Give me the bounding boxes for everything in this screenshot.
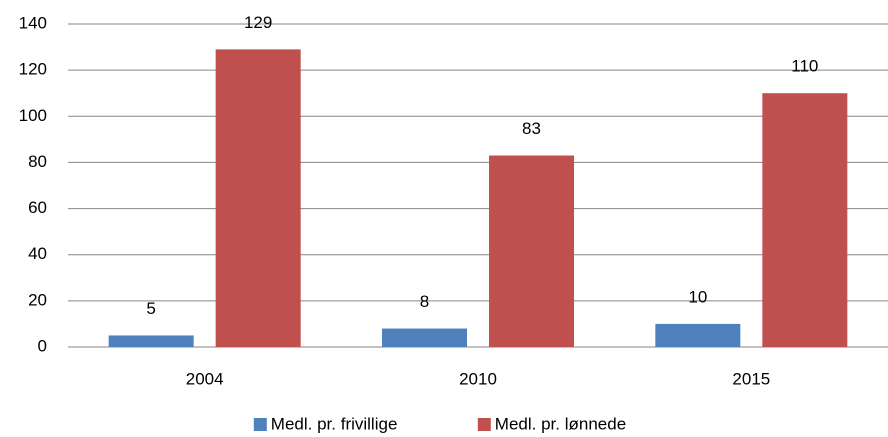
bar — [762, 93, 848, 347]
legend-label: Medl. pr. frivillige — [271, 414, 398, 433]
data-label: 129 — [244, 13, 272, 32]
bar — [655, 323, 741, 347]
x-tick-label: 2010 — [459, 369, 497, 388]
y-tick-label: 20 — [28, 290, 47, 309]
legend-label: Medl. pr. lønnede — [495, 414, 626, 433]
data-label: 83 — [522, 119, 541, 138]
data-label: 8 — [420, 292, 429, 311]
data-label: 10 — [688, 287, 707, 306]
bar — [108, 335, 194, 347]
y-tick-label: 80 — [28, 152, 47, 171]
bar — [489, 155, 574, 347]
bar — [215, 49, 301, 347]
y-tick-label: 0 — [38, 336, 47, 355]
x-tick-label: 2015 — [732, 369, 770, 388]
legend-swatch — [253, 418, 267, 431]
y-tick-label: 40 — [28, 244, 47, 263]
y-tick-label: 60 — [28, 198, 47, 217]
y-tick-label: 140 — [19, 13, 47, 32]
data-label: 110 — [791, 57, 818, 76]
y-tick-label: 100 — [19, 106, 47, 125]
legend-swatch — [477, 418, 491, 431]
x-tick-label: 2004 — [186, 369, 224, 388]
bar — [382, 328, 467, 347]
y-tick-label: 120 — [19, 60, 47, 79]
data-label: 5 — [146, 299, 155, 318]
